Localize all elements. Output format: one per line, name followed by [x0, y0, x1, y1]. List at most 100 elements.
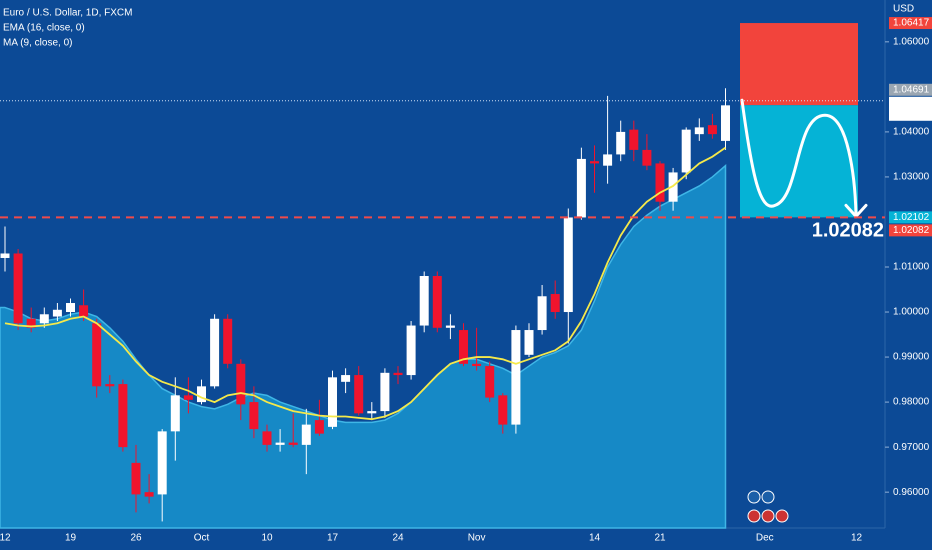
projection-arrow [740, 98, 868, 219]
news-icons [747, 490, 789, 523]
candle-body [537, 296, 547, 331]
candle-body [262, 431, 272, 445]
candle-body [92, 323, 102, 387]
candle-body [380, 372, 390, 412]
candle-body [249, 402, 259, 430]
candle-body [197, 386, 206, 403]
candle-body [301, 424, 311, 445]
candle-body [314, 420, 324, 434]
y-tick-label: 1.04000 [893, 127, 930, 138]
candle-body [210, 318, 220, 387]
x-tick-label: 21 [654, 533, 666, 544]
candle-body [498, 395, 508, 425]
candle-body [472, 363, 482, 367]
candle-body [157, 431, 167, 495]
candle-body [707, 125, 717, 135]
y-tick-label: 1.06000 [893, 36, 930, 47]
candle-body [328, 377, 337, 427]
x-tick-label: Oct [194, 533, 210, 544]
x-tick-label: 10 [261, 533, 273, 544]
candle-body [629, 129, 639, 150]
y-tick-label: 1.01000 [893, 262, 930, 273]
candle-body [524, 330, 534, 355]
candle-body [118, 384, 128, 448]
candle-body [459, 330, 468, 364]
indicator-label: EMA (16, close, 0) [3, 23, 85, 34]
candle-body [576, 158, 586, 218]
x-tick-label: 14 [589, 533, 601, 544]
candle-body [52, 309, 62, 317]
countdown-bg [889, 96, 932, 121]
support-tag: 1.02102 [893, 212, 930, 223]
candle-body [275, 442, 285, 445]
entry-tag: 1.04593 [893, 97, 930, 108]
x-tick-label: 12 [0, 533, 11, 544]
x-tick-label: Dec [756, 533, 774, 544]
y-tick-label: 0.97000 [893, 442, 930, 453]
chart-title: Euro / U.S. Dollar, 1D, FXCM [3, 8, 132, 19]
candle-body [681, 129, 691, 173]
currency-label: USD [893, 4, 914, 15]
x-tick-label: 12 [851, 533, 863, 544]
candle-body [354, 375, 364, 414]
stop-tag-bg [889, 17, 932, 30]
candle-body [668, 172, 678, 202]
indicator-label: MA (9, close, 0) [3, 38, 72, 49]
candle-body [406, 325, 416, 376]
candle-body [0, 253, 10, 258]
candle-body [616, 131, 626, 155]
candle-body [485, 366, 495, 398]
x-tick-label: 26 [130, 533, 142, 544]
candle-body [236, 363, 246, 405]
plot [0, 23, 885, 529]
target-tag: 1.02082 [893, 225, 930, 236]
candle-body [288, 442, 298, 445]
candle-body [105, 384, 115, 387]
candle-body [26, 318, 36, 328]
candle-body [563, 217, 573, 313]
last-tag-bg [889, 83, 932, 96]
y-tick-label: 1.00000 [893, 307, 930, 318]
candle-body [79, 305, 89, 317]
candle-body [183, 395, 193, 400]
target-zone [740, 105, 858, 218]
candle-body [13, 253, 23, 324]
target-tag-bg [889, 224, 932, 237]
x-tick-label: 17 [327, 533, 339, 544]
target-label: 1.02082 [812, 220, 884, 242]
candle-body [39, 314, 49, 324]
candle-body [131, 462, 141, 495]
y-tick-label: 0.98000 [893, 397, 930, 408]
ma-area [0, 164, 727, 529]
candle-body [341, 375, 351, 382]
candle-body [550, 294, 560, 313]
candle-body [66, 303, 75, 313]
y-tick-label: 0.96000 [893, 487, 930, 498]
candle-body [603, 154, 613, 166]
last-tag: 1.04691 [893, 84, 930, 95]
candle-body [445, 325, 455, 328]
candle-body [511, 330, 521, 425]
ema-line [4, 146, 727, 421]
candle-body [419, 276, 429, 326]
candle-body [367, 411, 377, 414]
candle-body [144, 492, 154, 497]
stop-zone [740, 23, 858, 106]
x-tick-label: 24 [392, 533, 404, 544]
candle-body [432, 276, 442, 328]
y-tick-label: 0.99000 [893, 352, 930, 363]
candle-body [655, 163, 665, 202]
y-tick-label: 1.03000 [893, 172, 930, 183]
x-tick-label: Nov [468, 533, 486, 544]
candle-body [393, 372, 403, 376]
candle-body [170, 395, 180, 432]
x-tick-label: 19 [65, 533, 77, 544]
support-tag-bg [889, 211, 932, 224]
countdown: 08:43:50 [893, 109, 932, 120]
candle-body [590, 161, 599, 164]
candle-body [223, 318, 233, 364]
candle-body [721, 105, 730, 141]
candle-body [642, 149, 652, 166]
stop-tag: 1.06417 [893, 18, 930, 29]
